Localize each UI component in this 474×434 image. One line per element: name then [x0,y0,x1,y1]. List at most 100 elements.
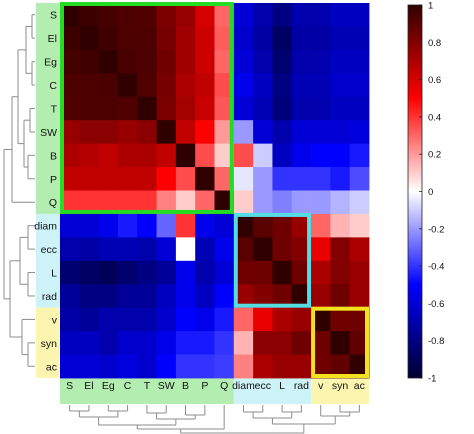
heatmap-cell [117,26,138,51]
heatmap-cell [349,284,370,309]
heatmap-cell [195,120,215,145]
heatmap-cell [291,260,312,285]
heatmap-cell [175,3,196,27]
heatmap-cell [156,307,177,332]
column-label: S [66,380,73,392]
heatmap-cell [98,73,119,98]
heatmap-cell [272,190,293,215]
colorbar-tick-label: -0.4 [428,262,444,273]
heatmap-cell [137,49,157,74]
heatmap-cell [195,284,215,309]
heatmap-cell [137,167,157,191]
heatmap-cell [79,167,100,191]
column-group-band [60,378,234,404]
heatmap-cell [156,120,177,145]
heatmap-cell [137,237,157,262]
heatmap-cell [137,354,157,379]
colorbar-tick-label: 0.8 [428,38,441,49]
heatmap-cell [98,26,119,51]
column-group-bands [60,378,369,404]
heatmap-cell [291,307,312,332]
heatmap-cell [117,167,138,191]
heatmap-cell [311,96,331,121]
heatmap-cell [98,307,119,332]
heatmap-cell [349,260,370,285]
heatmap-cell [175,237,196,262]
heatmap-cell [156,260,177,285]
row-label: El [48,33,57,45]
heatmap-cell [195,73,215,98]
heatmap-cell [156,284,177,309]
heatmap-cell [60,3,80,27]
row-label: ecc [41,244,57,256]
heatmap-cell [253,167,273,191]
heatmap-cell [137,213,157,238]
column-label: ac [354,380,365,392]
heatmap-cell [60,213,80,238]
heatmap-cell [175,26,196,51]
heatmap-cell [330,143,351,168]
row-label: Eg [44,57,57,69]
heatmap-cell [195,237,215,262]
row-label: v [52,314,58,326]
heatmap-cell [195,213,215,238]
heatmap-cell [156,143,177,168]
heatmap-cell [98,143,119,168]
heatmap-cell [117,190,138,215]
heatmap-cell [291,49,312,74]
heatmap-cell [253,307,273,332]
column-label: Q [220,380,228,392]
heatmap-cell [214,120,235,145]
row-group-band [36,213,60,308]
heatmap-cell [156,49,177,74]
heatmap-cell [253,26,273,51]
heatmap-cell [233,260,254,285]
heatmap-cell [195,96,215,121]
heatmap-cell [156,3,177,27]
heatmap-cell [272,73,293,98]
heatmap-cell [291,3,312,27]
heatmap-cell [253,96,273,121]
heatmap-cell [311,307,331,332]
heatmap-cell [117,237,138,262]
heatmap-cell [195,26,215,51]
heatmap-cell [60,167,80,191]
heatmap-cell [98,213,119,238]
heatmap-cell [137,190,157,215]
heatmap-cell [98,96,119,121]
heatmap-cell [330,167,351,191]
heatmap-cell [175,213,196,238]
heatmap-cell [272,96,293,121]
heatmap-cell [311,190,331,215]
heatmap-cell [175,167,196,191]
colorbar-tick-label: 0 [428,187,433,198]
heatmap-cell [137,143,157,168]
heatmap-cell [137,307,157,332]
heatmap-cell [79,307,100,332]
heatmap-cell [60,190,80,215]
heatmap-cell [253,213,273,238]
column-label: T [144,380,151,392]
colorbar-ticks: 1 0.8 0.6 0.4 0.2 0 -0.2 -0.4 -0.6 -0.8 -1 [419,1,444,385]
heatmap-cell [233,120,254,145]
heatmap-cell [291,120,312,145]
row-label: B [50,150,57,162]
heatmap-cells [60,3,370,379]
heatmap-cell [79,3,100,27]
heatmap-cell [272,49,293,74]
row-label: SW [40,127,57,139]
heatmap-cell [60,260,80,285]
heatmap-cell [79,73,100,98]
row-label: ac [46,361,57,373]
colorbar-tick-label: 1 [428,1,433,12]
heatmap-cell [117,73,138,98]
heatmap-cell [253,354,273,379]
colorbar-tick-label: -1 [428,374,436,385]
heatmap-cell [195,3,215,27]
heatmap-cell [253,284,273,309]
heatmap-cell [272,120,293,145]
heatmap-cell [349,190,370,215]
cluster-box [311,306,369,378]
heatmap-cell [233,96,254,121]
